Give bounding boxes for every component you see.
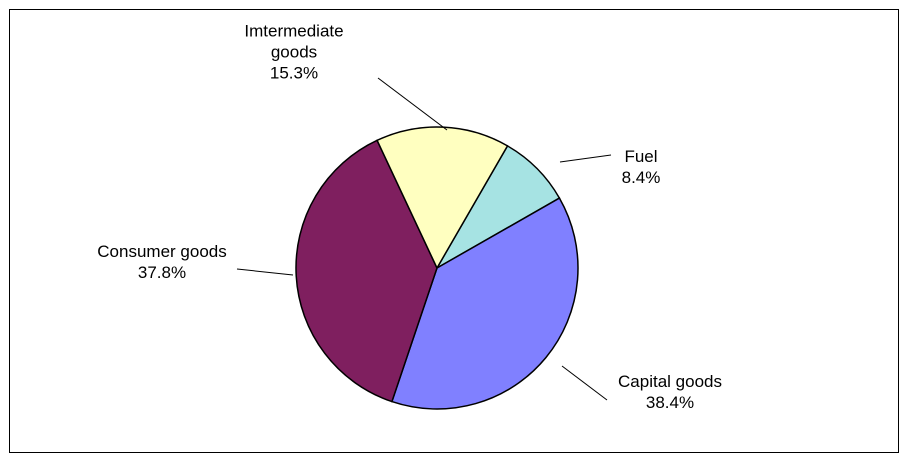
leader-line xyxy=(561,365,608,401)
leader-line xyxy=(236,268,294,276)
leader-line xyxy=(559,154,612,163)
slice-percent-label: 37.8% xyxy=(138,263,186,282)
slice-percent-label: 8.4% xyxy=(622,168,661,187)
slice-percent-label: 15.3% xyxy=(270,63,318,82)
slice-labels: Fuel 8.4% Capital goods 38.4% Consumer goods… xyxy=(97,21,722,412)
pie-slice-consumer-goods xyxy=(295,139,438,403)
leader-lines xyxy=(236,77,612,401)
slice-percent-label: 38.4% xyxy=(646,393,694,412)
slice-category-label: Capital goods xyxy=(618,372,722,391)
slice-category-label: Imtermediate xyxy=(244,21,343,40)
slice-category-label: Fuel xyxy=(624,147,657,166)
pie-slice-capital-goods xyxy=(390,197,579,410)
pie-slices xyxy=(295,126,579,410)
leader-line xyxy=(377,77,448,131)
slice-category-label: Consumer goods xyxy=(97,242,226,261)
slice-category-label: goods xyxy=(271,42,317,61)
